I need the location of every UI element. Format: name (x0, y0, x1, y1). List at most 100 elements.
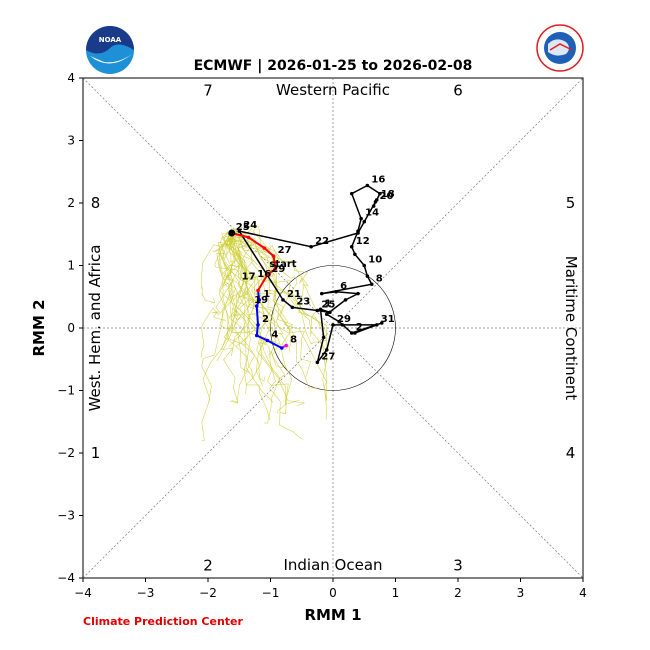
forecast-mean-point (284, 343, 288, 348)
ensemble-member-line (201, 237, 237, 358)
y-tick-label: −2 (57, 446, 75, 460)
forecast-mean-point (257, 298, 262, 302)
extra-day-label: 19 (254, 295, 268, 306)
ensemble-member-line (222, 238, 304, 440)
observed-day-label: 21 (287, 289, 301, 300)
phase-label: 8 (91, 194, 101, 212)
observed-point (315, 360, 320, 365)
observed-day-label: 8 (376, 273, 383, 284)
observed-point (374, 323, 379, 327)
extra-day-label: 16 (257, 269, 271, 280)
ensemble-members (201, 225, 328, 441)
forecast-mean-segment (272, 255, 277, 269)
ensemble-member-line (224, 230, 271, 421)
y-tick-label: −4 (57, 571, 75, 585)
forecast-mean-point (254, 333, 259, 338)
observed-point (331, 323, 335, 327)
y-tick-label: 3 (67, 134, 75, 148)
phase-label: 7 (203, 82, 213, 100)
unit-circle (270, 265, 396, 391)
observed-day-label: 25 (321, 300, 335, 311)
observed-point (353, 331, 357, 335)
ensemble-member-line (214, 231, 281, 424)
ensemble-member-line (228, 238, 328, 341)
y-tick-label: 0 (67, 321, 75, 335)
ensemble-member-line (230, 232, 311, 378)
observed-point (237, 229, 242, 233)
observed-point (349, 331, 354, 335)
y-tick-label: −1 (57, 384, 75, 398)
forecast-mean-point (256, 323, 260, 327)
observed-day-label: 22 (315, 236, 329, 247)
ensemble-member-line (222, 234, 293, 414)
ensemble-member-line (226, 233, 328, 364)
forecast-day-label: 1 (263, 289, 270, 300)
y-tick-label: 2 (67, 196, 75, 210)
observed-day-label: 29 (337, 314, 351, 325)
observed-point (315, 308, 320, 313)
y-tick-label: 1 (67, 259, 75, 273)
observed-point (281, 298, 285, 302)
forecast-mean-segment (257, 274, 269, 292)
forecast-mean-segment (263, 247, 275, 257)
observed-point (343, 298, 348, 302)
forecast-mean-point (246, 235, 251, 240)
y-tick-label: 4 (67, 71, 75, 85)
x-tick-label: 2 (454, 586, 462, 600)
forecast-mean-point (265, 338, 270, 343)
x-tick-label: −3 (137, 586, 155, 600)
observed-day-label: 2 (356, 322, 363, 333)
region-label-left: West. Hem. and Africa (86, 245, 104, 412)
observed-point (365, 183, 370, 188)
observed-point (318, 307, 323, 312)
ensemble-member-line (231, 233, 258, 403)
forecast-mean-point (228, 229, 236, 237)
region-label-bottom: Indian Ocean (283, 556, 382, 574)
observed-day-label: 6 (340, 281, 347, 292)
forecast-mean-segment (256, 334, 268, 342)
observed-point (321, 335, 326, 340)
observed-point (379, 321, 384, 325)
observed-point (369, 282, 374, 287)
forecast-day-label: 27 (278, 245, 292, 256)
observed-day-label: 1 (325, 298, 332, 309)
ensemble-member-line (225, 228, 274, 403)
observed-day-label: 27 (321, 351, 335, 362)
ensemble-member-line (211, 238, 234, 321)
region-label-right: Maritime Continent (562, 256, 580, 401)
observed-point (337, 319, 342, 324)
observed-point (356, 291, 360, 296)
y-axis-label: RMM 2 (30, 299, 48, 356)
forecast-mean-segment (266, 339, 283, 349)
ensemble-member-line (236, 233, 328, 400)
observed-point (371, 204, 376, 208)
observed-point (356, 231, 360, 235)
observed-point (362, 219, 367, 224)
x-tick-label: 1 (392, 586, 400, 600)
chart-title: ECMWF | 2026-01-25 to 2026-02-08 (194, 58, 473, 74)
forecast-mean-segment (255, 306, 259, 325)
ensemble-member-line (218, 236, 261, 356)
forecast-day-label: 8 (290, 335, 297, 346)
extra-day-label: 17 (242, 271, 256, 282)
observed-day-label: 14 (365, 208, 379, 219)
nws-logo-icon (536, 24, 584, 72)
phase-label: 3 (453, 557, 463, 575)
observed-day-label: 18 (381, 189, 395, 200)
observed-day-label: 12 (356, 236, 370, 247)
observed-point (349, 244, 354, 249)
x-axis-label: RMM 1 (304, 606, 361, 624)
observed-point (359, 216, 363, 221)
phase-label: 5 (566, 194, 576, 212)
forecast-mean-point (256, 288, 260, 293)
x-tick-label: −1 (262, 586, 280, 600)
observed-point (309, 244, 313, 249)
forecast-day-label: 25 (236, 222, 250, 233)
x-tick-label: 4 (579, 586, 587, 600)
ensemble-member-line (219, 232, 250, 374)
forecast-mean-point (273, 266, 278, 271)
observed-point (334, 289, 338, 294)
observed-point (290, 305, 295, 310)
observed-point (378, 191, 382, 196)
